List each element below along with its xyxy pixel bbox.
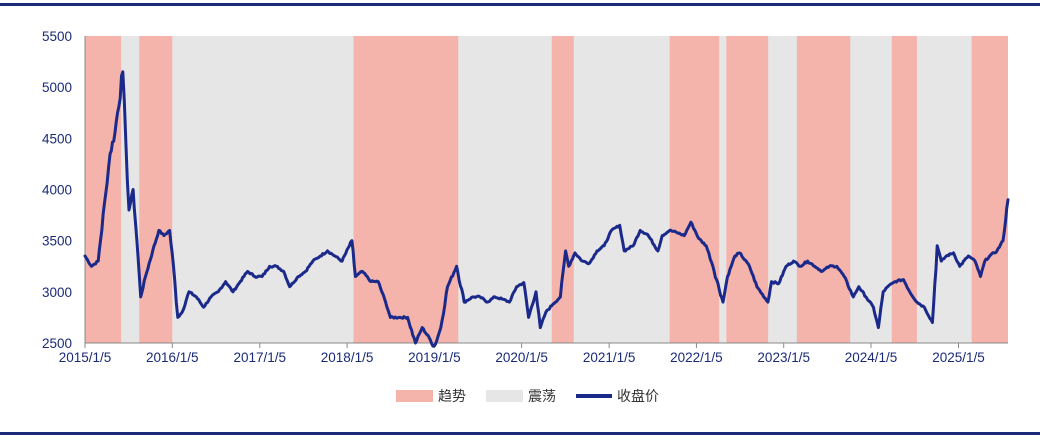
y-tick-label: 3000: [42, 285, 72, 300]
series-line-close: [83, 70, 1010, 348]
x-tick-label: 2015/1/5: [59, 350, 112, 365]
x-tick-label: 2023/1/5: [757, 350, 810, 365]
legend-label-range: 震荡: [528, 389, 556, 405]
x-tick-label: 2018/1/5: [321, 350, 374, 365]
x-tick-label: 2024/1/5: [845, 350, 898, 365]
trend-band-7: [891, 36, 917, 343]
legend-swatch-range: [486, 390, 523, 402]
y-tick-label: 5500: [42, 29, 72, 44]
trend-band-1: [139, 36, 173, 343]
bottom-rule: [0, 432, 1040, 435]
x-tick-label: 2016/1/5: [146, 350, 199, 365]
legend-label-close: 收盘价: [617, 388, 659, 405]
x-tick-label: 2022/1/5: [670, 350, 723, 365]
x-tick-label: 2019/1/5: [408, 350, 461, 365]
trend-band-5: [726, 36, 769, 343]
x-tick-label: 2025/1/5: [932, 350, 985, 365]
axes: [84, 36, 1008, 344]
x-tick-label: 2021/1/5: [583, 350, 636, 365]
range-regime-background: [85, 36, 1008, 343]
y-axis-ticks: 2500 3000 3500 4000 4500 5000 5500: [42, 29, 72, 351]
y-tick-label: 5000: [42, 80, 72, 95]
x-axis-ticks: 2015/1/5 2016/1/5 2017/1/5 2018/1/5 2019/1/5…: [59, 343, 985, 365]
top-rule: [0, 3, 1040, 6]
trend-band-0: [85, 36, 122, 343]
legend-swatch-trend: [396, 390, 433, 402]
trend-band-4: [669, 36, 720, 343]
y-tick-label: 3500: [42, 234, 72, 249]
legend: 趋势 震荡 收盘价: [396, 388, 659, 405]
x-tick-label: 2017/1/5: [234, 350, 287, 365]
trend-band-8: [971, 36, 1008, 343]
legend-label-trend: 趋势: [438, 389, 466, 405]
trend-band-6: [796, 36, 851, 343]
y-tick-label: 2500: [42, 336, 72, 351]
trend-band-2: [353, 36, 459, 343]
y-tick-label: 4500: [42, 131, 72, 146]
y-tick-label: 4000: [42, 183, 72, 198]
regime-bands: [85, 36, 1008, 343]
x-tick-label: 2020/1/5: [495, 350, 548, 365]
trend-band-3: [551, 36, 574, 343]
